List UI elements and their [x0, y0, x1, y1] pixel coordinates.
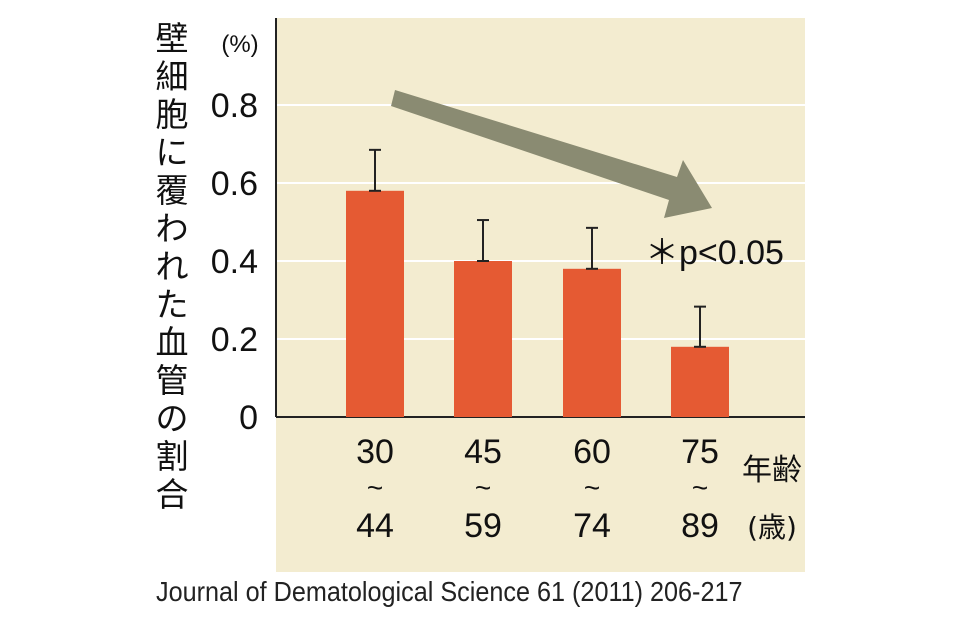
bar: [671, 346, 729, 417]
bar: [454, 261, 512, 417]
x-tick-label-start: 45: [464, 433, 502, 471]
x-tick-label-separator: ~: [367, 472, 383, 503]
x-tick-label-start: 30: [356, 433, 394, 471]
x-tick-label-separator: ~: [692, 472, 708, 503]
y-axis-title: 壁細胞に覆われた血管の割合: [155, 19, 189, 514]
y-tick-label: 0: [239, 399, 258, 437]
y-tick-label: 0.6: [211, 165, 258, 203]
x-axis-unit: (歳): [747, 511, 797, 544]
y-axis-unit: (%): [221, 31, 258, 58]
x-tick-label-separator: ~: [475, 472, 491, 503]
trend-arrow: [391, 90, 712, 218]
y-tick-label: 0.2: [211, 321, 258, 359]
x-tick-label-end: 44: [356, 507, 394, 545]
x-tick-label-end: 74: [573, 507, 611, 545]
x-axis-title: 年齢: [742, 453, 802, 488]
x-tick-label-end: 89: [681, 507, 719, 545]
x-tick-label-start: 75: [681, 433, 719, 471]
x-tick-label-separator: ~: [584, 472, 600, 503]
x-tick-label-start: 60: [573, 433, 611, 471]
y-tick-label: 0.8: [211, 87, 258, 125]
bar: [563, 268, 621, 417]
x-tick-label-end: 59: [464, 507, 502, 545]
source-citation: Journal of Dematological Science 61 (201…: [156, 576, 743, 607]
y-tick-label: 0.4: [211, 243, 258, 281]
bar: [346, 190, 404, 417]
significance-annotation: ＊p<0.05: [645, 234, 784, 272]
